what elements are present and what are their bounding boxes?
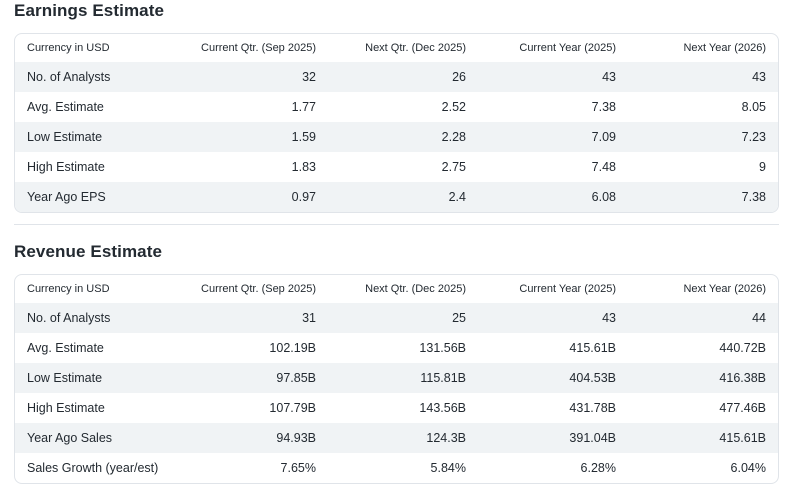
row-label: Sales Growth (year/est) [27, 461, 159, 475]
table-row: High Estimate 107.79B 143.56B 431.78B 477.46… [15, 393, 778, 423]
table-header-row: Currency in USD Current Qtr. (Sep 2025) Ne… [15, 275, 778, 303]
column-header: Current Year (2025) [519, 42, 616, 54]
column-header: Current Qtr. (Sep 2025) [201, 42, 316, 54]
cell-value: 477.46B [719, 401, 766, 415]
cell-value: 43 [602, 70, 616, 84]
column-header: Next Year (2026) [683, 42, 766, 54]
cell-value: 94.93B [276, 431, 316, 445]
row-label: Year Ago Sales [27, 431, 113, 445]
section-divider [14, 224, 779, 225]
cell-value: 2.75 [441, 160, 466, 174]
cell-value: 143.56B [419, 401, 466, 415]
column-header: Next Year (2026) [683, 283, 766, 295]
table-row: No. of Analysts 31 25 43 44 [15, 303, 778, 333]
estimate-table: Currency in USD Current Qtr. (Sep 2025) Ne… [15, 275, 778, 483]
earnings-estimate-title: Earnings Estimate [14, 1, 165, 20]
row-label: No. of Analysts [27, 70, 111, 84]
cell-value: 1.77 [291, 100, 316, 114]
column-header: Current Year (2025) [519, 283, 616, 295]
table-row: Low Estimate 1.59 2.28 7.09 7.23 [15, 122, 778, 152]
cell-value: 431.78B [569, 401, 616, 415]
row-label: Avg. Estimate [27, 341, 104, 355]
cell-value: 43 [602, 311, 616, 325]
cell-value: 2.52 [441, 100, 466, 114]
table-row: No. of Analysts 32 26 43 43 [15, 62, 778, 92]
table-row: Avg. Estimate 1.77 2.52 7.38 8.05 [15, 92, 778, 122]
cell-value: 97.85B [276, 371, 316, 385]
revenue-estimate-table-card: Currency in USD Current Qtr. (Sep 2025) Ne… [14, 274, 779, 484]
table-header-row: Currency in USD Current Qtr. (Sep 2025) Ne… [15, 34, 778, 62]
table-row: Year Ago EPS 0.97 2.4 6.08 7.38 [15, 182, 778, 212]
cell-value: 26 [452, 70, 466, 84]
cell-value: 43 [752, 70, 766, 84]
cell-value: 7.38 [741, 190, 766, 204]
cell-value: 107.79B [269, 401, 316, 415]
row-label: Year Ago EPS [27, 190, 106, 204]
cell-value: 416.38B [719, 371, 766, 385]
cell-value: 131.56B [419, 341, 466, 355]
earnings-estimate-section: Earnings Estimate Currency in USD Current… [14, 1, 779, 213]
row-label: High Estimate [27, 401, 105, 415]
cell-value: 415.61B [569, 341, 616, 355]
cell-value: 415.61B [719, 431, 766, 445]
cell-value: 7.09 [591, 130, 616, 144]
cell-value: 25 [452, 311, 466, 325]
cell-value: 7.48 [591, 160, 616, 174]
revenue-estimate-section: Revenue Estimate Currency in USD Current … [14, 242, 779, 484]
column-header: Next Qtr. (Dec 2025) [365, 283, 466, 295]
cell-value: 6.08 [591, 190, 616, 204]
row-label: Low Estimate [27, 371, 103, 385]
earnings-estimate-table-card: Currency in USD Current Qtr. (Sep 2025) Ne… [14, 33, 779, 213]
cell-value: 44 [752, 311, 766, 325]
table-row: High Estimate 1.83 2.75 7.48 9 [15, 152, 778, 182]
cell-value: 2.4 [448, 190, 466, 204]
cell-value: 391.04B [569, 431, 616, 445]
row-label: No. of Analysts [27, 311, 111, 325]
cell-value: 1.59 [291, 130, 316, 144]
row-label: Low Estimate [27, 130, 103, 144]
cell-value: 8.05 [741, 100, 766, 114]
cell-value: 31 [302, 311, 316, 325]
currency-header: Currency in USD [27, 283, 110, 295]
currency-header: Currency in USD [27, 42, 110, 54]
cell-value: 2.28 [441, 130, 466, 144]
cell-value: 9 [759, 160, 766, 174]
column-header: Next Qtr. (Dec 2025) [365, 42, 466, 54]
cell-value: 7.23 [741, 130, 766, 144]
cell-value: 7.65% [280, 461, 316, 475]
cell-value: 115.81B [420, 371, 466, 385]
table-row: Low Estimate 97.85B 115.81B 404.53B 416.38B [15, 363, 778, 393]
cell-value: 404.53B [569, 371, 616, 385]
cell-value: 5.84% [430, 461, 466, 475]
cell-value: 1.83 [291, 160, 316, 174]
estimate-table: Currency in USD Current Qtr. (Sep 2025) Ne… [15, 34, 778, 212]
row-label: Avg. Estimate [27, 100, 104, 114]
cell-value: 6.04% [730, 461, 766, 475]
cell-value: 124.3B [426, 431, 466, 445]
cell-value: 102.19B [269, 341, 316, 355]
column-header: Current Qtr. (Sep 2025) [201, 283, 316, 295]
revenue-estimate-title: Revenue Estimate [14, 242, 163, 261]
cell-value: 7.38 [591, 100, 616, 114]
cell-value: 440.72B [719, 341, 766, 355]
cell-value: 6.28% [580, 461, 616, 475]
cell-value: 0.97 [291, 190, 316, 204]
table-row: Avg. Estimate 102.19B 131.56B 415.61B 440.72… [15, 333, 778, 363]
cell-value: 32 [302, 70, 316, 84]
table-row: Sales Growth (year/est) 7.65% 5.84% 6.28% 6.… [15, 453, 778, 483]
table-row: Year Ago Sales 94.93B 124.3B 391.04B 415.61B [15, 423, 778, 453]
row-label: High Estimate [27, 160, 105, 174]
